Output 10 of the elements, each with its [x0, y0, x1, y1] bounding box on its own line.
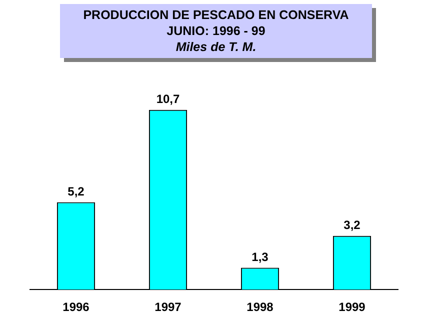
x-tick-label: 1998: [246, 300, 274, 314]
chart-subtitle: Miles de T. M.: [174, 39, 258, 55]
chart-title: PRODUCCION DE PESCADO EN CONSERVA JUNIO: 1996 - 99: [82, 7, 350, 39]
data-label: 10,7: [156, 92, 180, 106]
data-label: 1,3: [252, 250, 269, 264]
data-label: 5,2: [68, 184, 85, 199]
x-tick-label: 1997: [154, 300, 182, 314]
x-tick-label: 1996: [62, 300, 90, 314]
x-tick-label: 1999: [338, 300, 366, 314]
data-label: 3,2: [344, 218, 361, 232]
